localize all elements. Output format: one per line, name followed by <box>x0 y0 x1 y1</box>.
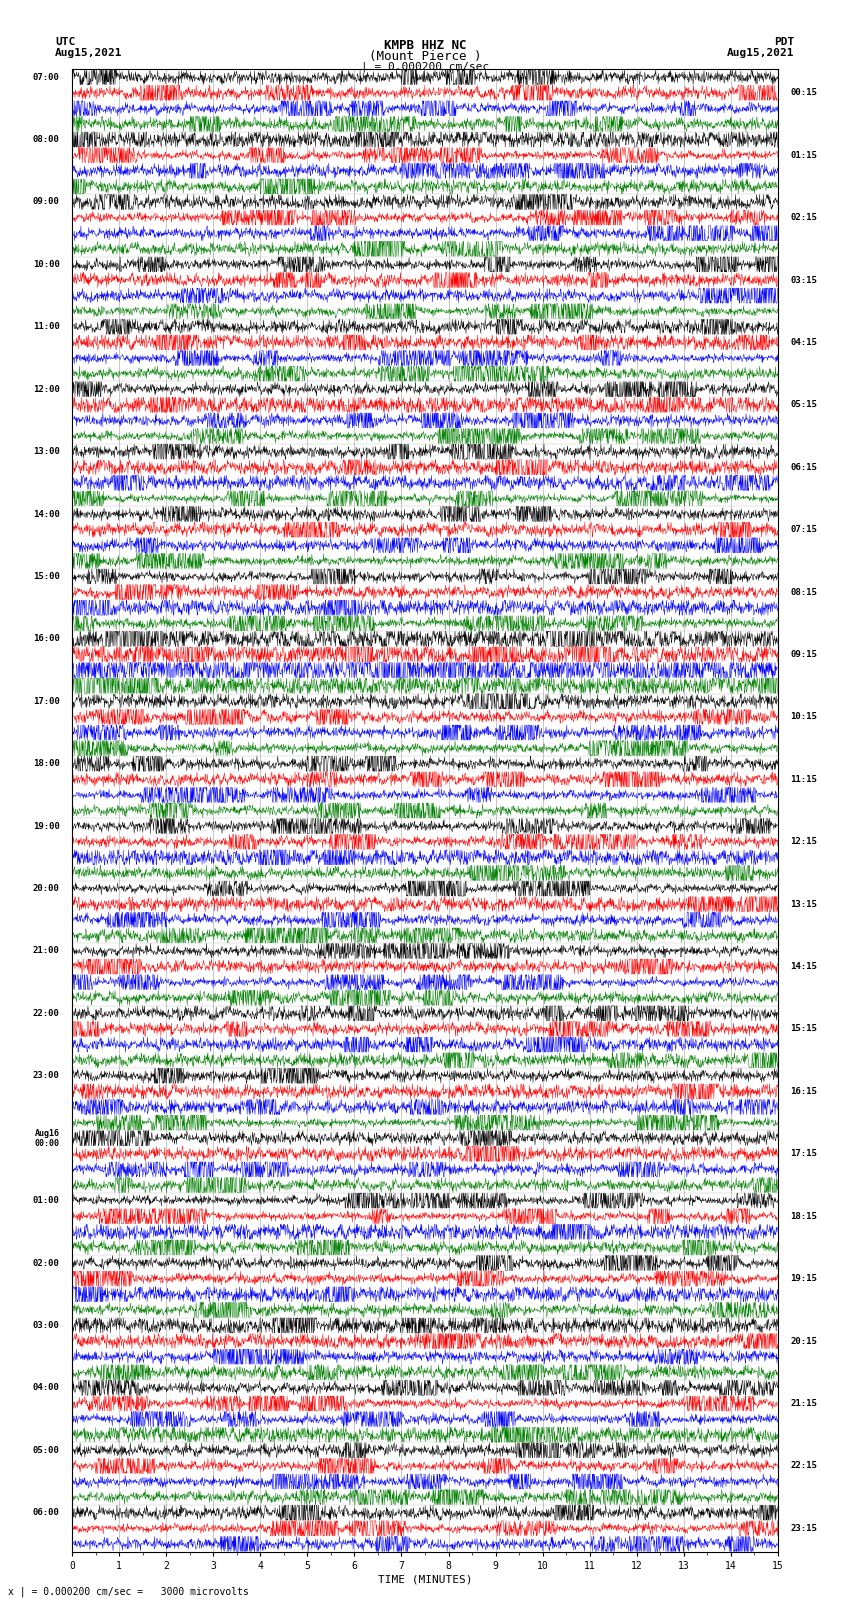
Text: 04:15: 04:15 <box>790 337 818 347</box>
Text: UTC: UTC <box>55 37 76 47</box>
Text: 13:00: 13:00 <box>32 447 60 456</box>
Text: 12:15: 12:15 <box>790 837 818 847</box>
Text: 05:00: 05:00 <box>32 1445 60 1455</box>
X-axis label: TIME (MINUTES): TIME (MINUTES) <box>377 1574 473 1586</box>
Text: 21:15: 21:15 <box>790 1398 818 1408</box>
Text: KMPB HHZ NC: KMPB HHZ NC <box>383 39 467 52</box>
Text: 10:15: 10:15 <box>790 713 818 721</box>
Text: 03:00: 03:00 <box>32 1321 60 1331</box>
Text: 08:00: 08:00 <box>32 135 60 144</box>
Text: 09:15: 09:15 <box>790 650 818 660</box>
Text: 20:15: 20:15 <box>790 1337 818 1345</box>
Text: 18:00: 18:00 <box>32 760 60 768</box>
Text: 11:15: 11:15 <box>790 774 818 784</box>
Text: 20:00: 20:00 <box>32 884 60 894</box>
Text: 02:15: 02:15 <box>790 213 818 223</box>
Text: 01:15: 01:15 <box>790 150 818 160</box>
Text: 21:00: 21:00 <box>32 947 60 955</box>
Text: 05:15: 05:15 <box>790 400 818 410</box>
Text: (Mount Pierce ): (Mount Pierce ) <box>369 50 481 63</box>
Text: PDT: PDT <box>774 37 795 47</box>
Text: 16:15: 16:15 <box>790 1087 818 1095</box>
Text: 11:00: 11:00 <box>32 323 60 331</box>
Text: 12:00: 12:00 <box>32 386 60 394</box>
Text: 17:00: 17:00 <box>32 697 60 706</box>
Text: 04:00: 04:00 <box>32 1384 60 1392</box>
Text: 03:15: 03:15 <box>790 276 818 284</box>
Text: 14:15: 14:15 <box>790 961 818 971</box>
Text: 15:00: 15:00 <box>32 573 60 581</box>
Text: 06:15: 06:15 <box>790 463 818 471</box>
Text: 07:15: 07:15 <box>790 526 818 534</box>
Text: 02:00: 02:00 <box>32 1258 60 1268</box>
Text: 15:15: 15:15 <box>790 1024 818 1034</box>
Text: 23:00: 23:00 <box>32 1071 60 1081</box>
Text: 01:00: 01:00 <box>32 1197 60 1205</box>
Text: 18:15: 18:15 <box>790 1211 818 1221</box>
Text: 07:00: 07:00 <box>32 73 60 82</box>
Text: | = 0.000200 cm/sec: | = 0.000200 cm/sec <box>361 61 489 73</box>
Text: x | = 0.000200 cm/sec =   3000 microvolts: x | = 0.000200 cm/sec = 3000 microvolts <box>8 1586 249 1597</box>
Text: 16:00: 16:00 <box>32 634 60 644</box>
Text: Aug15,2021: Aug15,2021 <box>728 48 795 58</box>
Text: Aug15,2021: Aug15,2021 <box>55 48 122 58</box>
Text: Aug16
00:00: Aug16 00:00 <box>35 1129 60 1147</box>
Text: 19:15: 19:15 <box>790 1274 818 1284</box>
Text: 19:00: 19:00 <box>32 821 60 831</box>
Text: 22:00: 22:00 <box>32 1008 60 1018</box>
Text: 00:15: 00:15 <box>790 89 818 97</box>
Text: 22:15: 22:15 <box>790 1461 818 1471</box>
Text: 08:15: 08:15 <box>790 587 818 597</box>
Text: 23:15: 23:15 <box>790 1524 818 1532</box>
Text: 06:00: 06:00 <box>32 1508 60 1518</box>
Text: 14:00: 14:00 <box>32 510 60 518</box>
Text: 10:00: 10:00 <box>32 260 60 269</box>
Text: 17:15: 17:15 <box>790 1150 818 1158</box>
Text: 09:00: 09:00 <box>32 197 60 206</box>
Text: 13:15: 13:15 <box>790 900 818 908</box>
